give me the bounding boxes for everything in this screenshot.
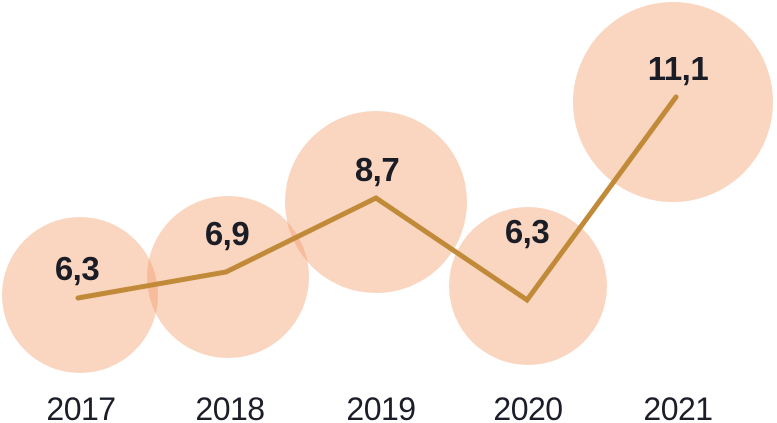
value-label-2020: 6,3 bbox=[505, 213, 550, 250]
value-label-2021: 11,1 bbox=[648, 50, 709, 87]
value-label-2017: 6,3 bbox=[55, 250, 100, 287]
bubble-2019 bbox=[285, 111, 467, 293]
bubble-2018 bbox=[147, 196, 309, 358]
value-label-group: 6,3 6,9 8,7 6,3 11,1 bbox=[55, 50, 709, 287]
value-label-2018: 6,9 bbox=[205, 215, 250, 252]
year-label-2019: 2019 bbox=[346, 391, 415, 423]
year-label-2018: 2018 bbox=[195, 391, 264, 423]
x-axis-labels: 2017 2018 2019 2020 2021 bbox=[46, 391, 713, 423]
bubble-2017 bbox=[2, 217, 158, 373]
year-label-2021: 2021 bbox=[643, 391, 712, 423]
trend-line bbox=[75, 94, 679, 304]
year-label-2020: 2020 bbox=[493, 391, 562, 423]
bubble-group bbox=[2, 2, 773, 373]
year-label-2017: 2017 bbox=[46, 391, 115, 423]
value-label-2019: 8,7 bbox=[355, 151, 399, 188]
